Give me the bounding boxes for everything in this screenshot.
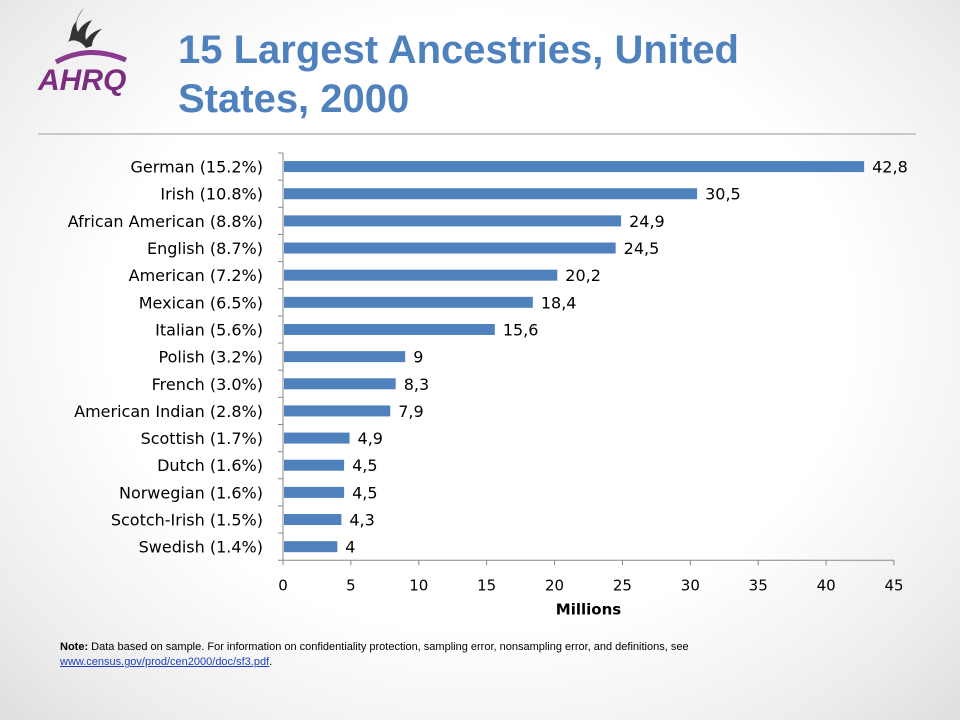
- bar: [284, 351, 406, 363]
- value-label: 4,5: [352, 483, 377, 502]
- note-label: Note:: [60, 641, 89, 653]
- category-label: American Indian (2.8%): [74, 402, 263, 421]
- bar: [284, 323, 495, 335]
- value-label: 4,9: [358, 429, 383, 448]
- value-label: 15,6: [503, 320, 539, 339]
- note-text: Data based on sample. For information on…: [91, 641, 689, 653]
- bar: [284, 432, 350, 444]
- logo-swoosh: [54, 49, 127, 65]
- bar: [284, 378, 396, 390]
- category-label: Italian (5.6%): [155, 320, 263, 339]
- bar-chart: 0 5 10 15 20 25 30 35 40 45 Millions German (15.2%)…: [68, 152, 908, 618]
- value-label: 30,5: [705, 185, 741, 204]
- bar: [284, 215, 622, 227]
- bar: [284, 514, 342, 526]
- category-label: Mexican (6.5%): [139, 293, 263, 312]
- category-label: American (7.2%): [129, 266, 263, 285]
- bar: [284, 486, 345, 498]
- x-tick-label: 10: [409, 576, 428, 594]
- category-label: Dutch (1.6%): [157, 456, 263, 475]
- bar: [284, 242, 616, 254]
- category-label: Scotch-Irish (1.5%): [111, 511, 263, 530]
- value-label: 4,3: [349, 511, 374, 530]
- x-tick-label: 20: [545, 576, 564, 594]
- category-label: German (15.2%): [131, 158, 263, 177]
- x-axis-title: Millions: [556, 600, 621, 618]
- bar: [284, 405, 391, 417]
- bar: [284, 161, 865, 173]
- hhs-eagle-icon: [68, 8, 102, 48]
- value-label: 42,8: [872, 158, 908, 177]
- value-label: 24,5: [624, 239, 660, 258]
- x-tick-label: 25: [613, 576, 632, 594]
- x-tick-label: 15: [477, 576, 496, 594]
- value-label: 9: [413, 348, 423, 367]
- bar: [284, 296, 533, 308]
- category-label: English (8.7%): [147, 239, 263, 258]
- x-tick-label: 35: [749, 576, 768, 594]
- value-label: 18,4: [541, 293, 577, 312]
- value-label: 8,3: [404, 375, 429, 394]
- value-label: 7,9: [398, 402, 423, 421]
- category-label: French (3.0%): [152, 375, 263, 394]
- census-link[interactable]: www.census.gov/prod/cen2000/doc/sf3.pdf: [60, 656, 270, 668]
- value-label: 24,9: [629, 212, 665, 231]
- title-divider: [38, 133, 916, 135]
- page-title: 15 Largest Ancestries, United States, 20…: [178, 28, 739, 121]
- category-label: Irish (10.8%): [160, 185, 263, 204]
- category-label: Polish (3.2%): [159, 348, 263, 367]
- value-label: 4: [345, 538, 355, 557]
- value-label: 20,2: [565, 266, 601, 285]
- x-tick-label: 30: [681, 576, 700, 594]
- category-label: African American (8.8%): [68, 212, 263, 231]
- logo-text: AHRQ: [37, 64, 126, 96]
- bar: [284, 459, 345, 471]
- bar: [284, 541, 338, 553]
- note-period: .: [269, 656, 273, 668]
- bar: [284, 188, 698, 200]
- x-tick-label: 45: [884, 576, 903, 594]
- x-tick-label: 0: [278, 576, 288, 594]
- category-label: Swedish (1.4%): [139, 538, 263, 557]
- bar: [284, 269, 558, 281]
- x-tick-label: 5: [346, 576, 356, 594]
- value-label: 4,5: [352, 456, 377, 475]
- footnote: Note: Data based on sample. For informat…: [60, 640, 860, 670]
- ahrq-logo: AHRQ: [37, 8, 127, 96]
- category-label: Scottish (1.7%): [141, 429, 263, 448]
- x-tick-label: 40: [817, 576, 836, 594]
- category-label: Norwegian (1.6%): [119, 483, 263, 502]
